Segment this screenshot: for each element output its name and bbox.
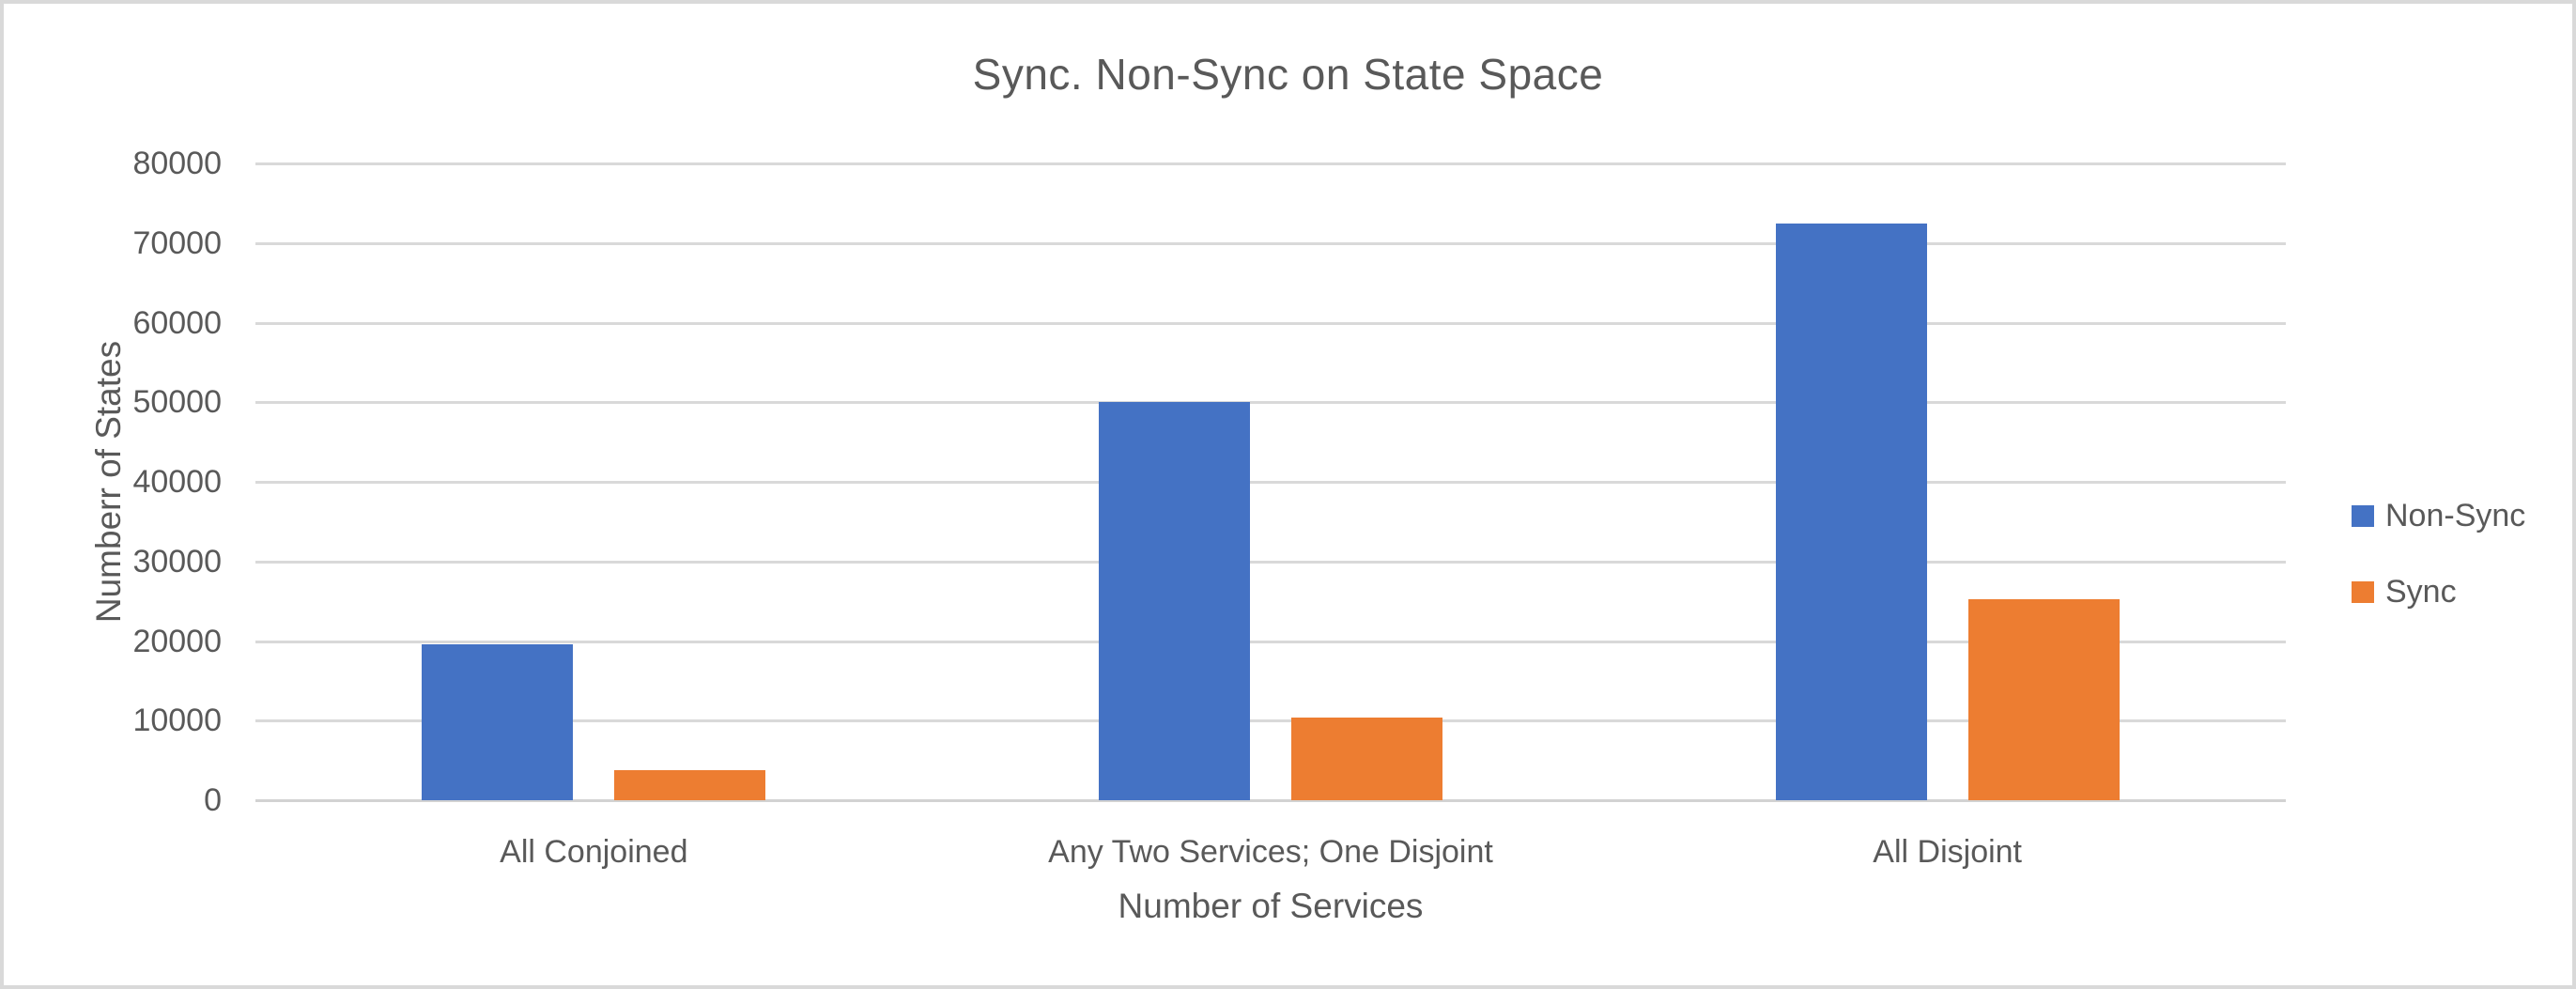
y-tick-label: 40000	[132, 464, 222, 500]
legend-swatch-sync	[2352, 581, 2374, 603]
legend-item-sync[interactable]: Sync	[2352, 574, 2525, 610]
y-tick-label: 20000	[132, 623, 222, 659]
legend-label-non-sync: Non-Sync	[2385, 498, 2526, 533]
gridline	[255, 321, 2286, 325]
x-tick-label: Any Two Services; One Disjoint	[1048, 834, 1493, 870]
gridline	[255, 560, 2286, 564]
y-tick-label: 30000	[132, 543, 222, 579]
gridline	[255, 640, 2286, 643]
gridline	[255, 481, 2286, 484]
y-tick-label: 50000	[132, 384, 222, 421]
y-tick-label: 70000	[132, 224, 222, 261]
x-tick-label: All Conjoined	[500, 834, 688, 870]
legend-item-non-sync[interactable]: Non-Sync	[2352, 498, 2525, 534]
bar-non-sync-all-disjoint[interactable]	[1775, 223, 1927, 800]
x-axis-line	[255, 799, 2286, 802]
bar-non-sync-all-conjoined[interactable]	[422, 643, 574, 800]
gridline	[255, 162, 2286, 165]
legend-swatch-non-sync	[2352, 505, 2374, 527]
chart-title: Sync. Non-Sync on State Space	[972, 50, 1604, 99]
y-tick-label: 10000	[132, 703, 222, 739]
bar-sync-any-two-services-one-disjoint[interactable]	[1291, 717, 1442, 800]
x-tick-label: All Disjoint	[1873, 834, 2023, 870]
bar-sync-all-disjoint[interactable]	[1967, 599, 2120, 800]
legend-label-sync: Sync	[2385, 574, 2457, 610]
bar-sync-all-conjoined[interactable]	[614, 770, 766, 800]
legend: Non-Sync Sync	[2352, 498, 2525, 610]
gridline	[255, 719, 2286, 723]
y-tick-label: 0	[204, 782, 222, 818]
y-tick-label: 80000	[132, 146, 222, 181]
gridline	[255, 401, 2286, 405]
y-tick-label: 60000	[132, 304, 222, 341]
gridline	[255, 241, 2286, 245]
x-axis-title: Number of Services	[1118, 887, 1424, 925]
bar-non-sync-any-two-services-one-disjoint[interactable]	[1099, 402, 1250, 800]
